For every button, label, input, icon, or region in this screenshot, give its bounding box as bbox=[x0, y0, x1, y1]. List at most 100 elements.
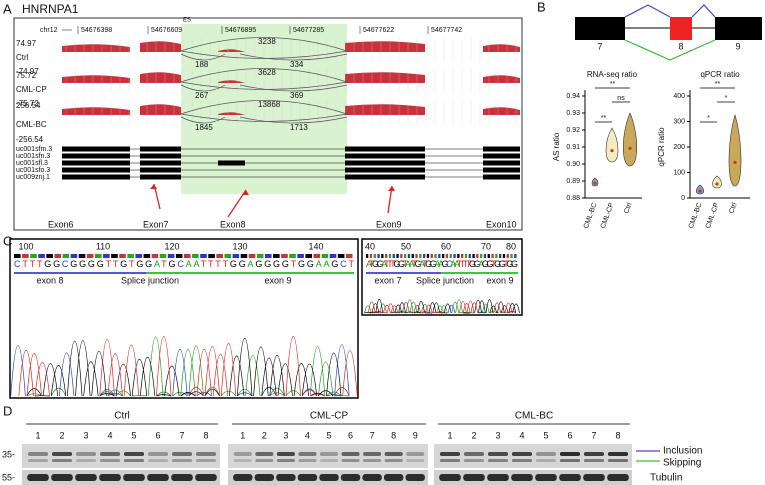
band bbox=[583, 474, 605, 481]
mean-point bbox=[610, 149, 614, 153]
coverage bbox=[483, 44, 520, 52]
base: G bbox=[393, 259, 400, 269]
base: G bbox=[398, 259, 405, 269]
base: G bbox=[136, 259, 143, 269]
base: T bbox=[460, 259, 466, 269]
band bbox=[171, 459, 193, 462]
exon-block bbox=[62, 146, 130, 152]
band bbox=[439, 452, 461, 456]
quality-box bbox=[200, 254, 207, 258]
coverage bbox=[62, 44, 130, 52]
coverage bbox=[140, 72, 181, 83]
quality-box bbox=[240, 254, 248, 258]
trace bbox=[26, 336, 350, 397]
mean-point bbox=[733, 160, 737, 164]
coord-label: 54676398 bbox=[81, 27, 112, 34]
junction-count: 3628 bbox=[258, 68, 276, 77]
band bbox=[255, 452, 274, 456]
junction-count: 1713 bbox=[290, 123, 308, 132]
position-label: 140 bbox=[308, 241, 323, 251]
band-label: Inclusion bbox=[663, 446, 702, 457]
y-tick-label: 0 bbox=[681, 195, 685, 202]
position-label: 40 bbox=[365, 241, 375, 251]
lane-number: 4 bbox=[305, 430, 310, 440]
region-label: exon 9 bbox=[264, 275, 291, 285]
base: T bbox=[491, 259, 497, 269]
exon-block bbox=[62, 160, 130, 166]
base-calls: ATGGATTTGGTAATGATGGAAGCAATTTTGGAGGTGGTGG bbox=[366, 259, 518, 269]
band bbox=[511, 452, 533, 456]
band bbox=[511, 459, 533, 462]
coord-label: 54677742 bbox=[431, 27, 462, 34]
quality-box bbox=[264, 254, 272, 258]
band bbox=[607, 452, 629, 456]
quality-box bbox=[499, 254, 502, 258]
base: G bbox=[430, 259, 437, 269]
quality-box bbox=[103, 254, 110, 258]
quality-box bbox=[430, 254, 433, 258]
band bbox=[487, 452, 509, 456]
y-tick-label: 0.92 bbox=[566, 127, 580, 134]
blot bbox=[22, 444, 220, 468]
band bbox=[583, 452, 605, 456]
coverage bbox=[140, 41, 181, 52]
track-min: -74.97 bbox=[16, 67, 39, 76]
quality-box bbox=[434, 254, 437, 258]
position-label: 80 bbox=[506, 241, 516, 251]
plot-title: qPCR ratio bbox=[700, 70, 740, 79]
size-marker: 55- bbox=[2, 472, 15, 482]
y-tick-label: 400 bbox=[673, 93, 685, 100]
base: T bbox=[30, 259, 36, 269]
base: T bbox=[349, 259, 355, 269]
base: C bbox=[446, 259, 453, 269]
base: G bbox=[442, 259, 449, 269]
junction-arc bbox=[180, 68, 348, 90]
band bbox=[607, 474, 629, 481]
position-label: 50 bbox=[401, 241, 411, 251]
exon-block bbox=[140, 167, 181, 173]
band bbox=[147, 452, 169, 456]
base: T bbox=[390, 259, 396, 269]
position-label: 110 bbox=[96, 241, 110, 251]
chromatogram-frame bbox=[361, 238, 523, 316]
exon-block bbox=[483, 167, 520, 173]
junction-arc bbox=[239, 116, 348, 124]
region-label: exon 9 bbox=[486, 275, 513, 285]
lane-number: 8 bbox=[391, 430, 396, 440]
junction-count: 188 bbox=[195, 60, 209, 69]
coverage bbox=[62, 107, 130, 115]
quality-box bbox=[175, 254, 183, 258]
band bbox=[607, 459, 629, 462]
band-label: Skipping bbox=[663, 458, 701, 469]
trace bbox=[371, 304, 516, 314]
y-tick-label: 100 bbox=[673, 169, 685, 176]
lane-number: 7 bbox=[591, 430, 596, 440]
coord-label: 54677285 bbox=[293, 27, 324, 34]
arrow-head bbox=[388, 186, 395, 191]
quality-box bbox=[297, 254, 304, 258]
base: G bbox=[282, 259, 289, 269]
base: G bbox=[168, 259, 175, 269]
lane-number: 9 bbox=[413, 430, 418, 440]
junction-arc bbox=[180, 37, 348, 59]
track-name: CML-CP bbox=[16, 85, 47, 94]
exon-block bbox=[140, 146, 181, 152]
junction-arc bbox=[239, 53, 348, 61]
mean-point bbox=[715, 182, 719, 186]
junction-arc bbox=[239, 84, 348, 92]
quality-box bbox=[369, 254, 373, 258]
quality-box bbox=[337, 254, 345, 258]
quality-box bbox=[404, 254, 407, 258]
base: T bbox=[201, 259, 207, 269]
base: C bbox=[340, 259, 347, 269]
group-label: Ctrl bbox=[728, 202, 738, 215]
quality-box bbox=[411, 254, 414, 258]
band bbox=[384, 459, 403, 462]
coverage bbox=[218, 112, 245, 115]
position-label: 70 bbox=[481, 241, 491, 251]
base: G bbox=[494, 259, 501, 269]
base: T bbox=[384, 259, 390, 269]
band bbox=[439, 474, 461, 481]
transcript-name: uc001sfl.3 bbox=[16, 160, 48, 167]
y-tick-label: 0.91 bbox=[566, 144, 580, 151]
